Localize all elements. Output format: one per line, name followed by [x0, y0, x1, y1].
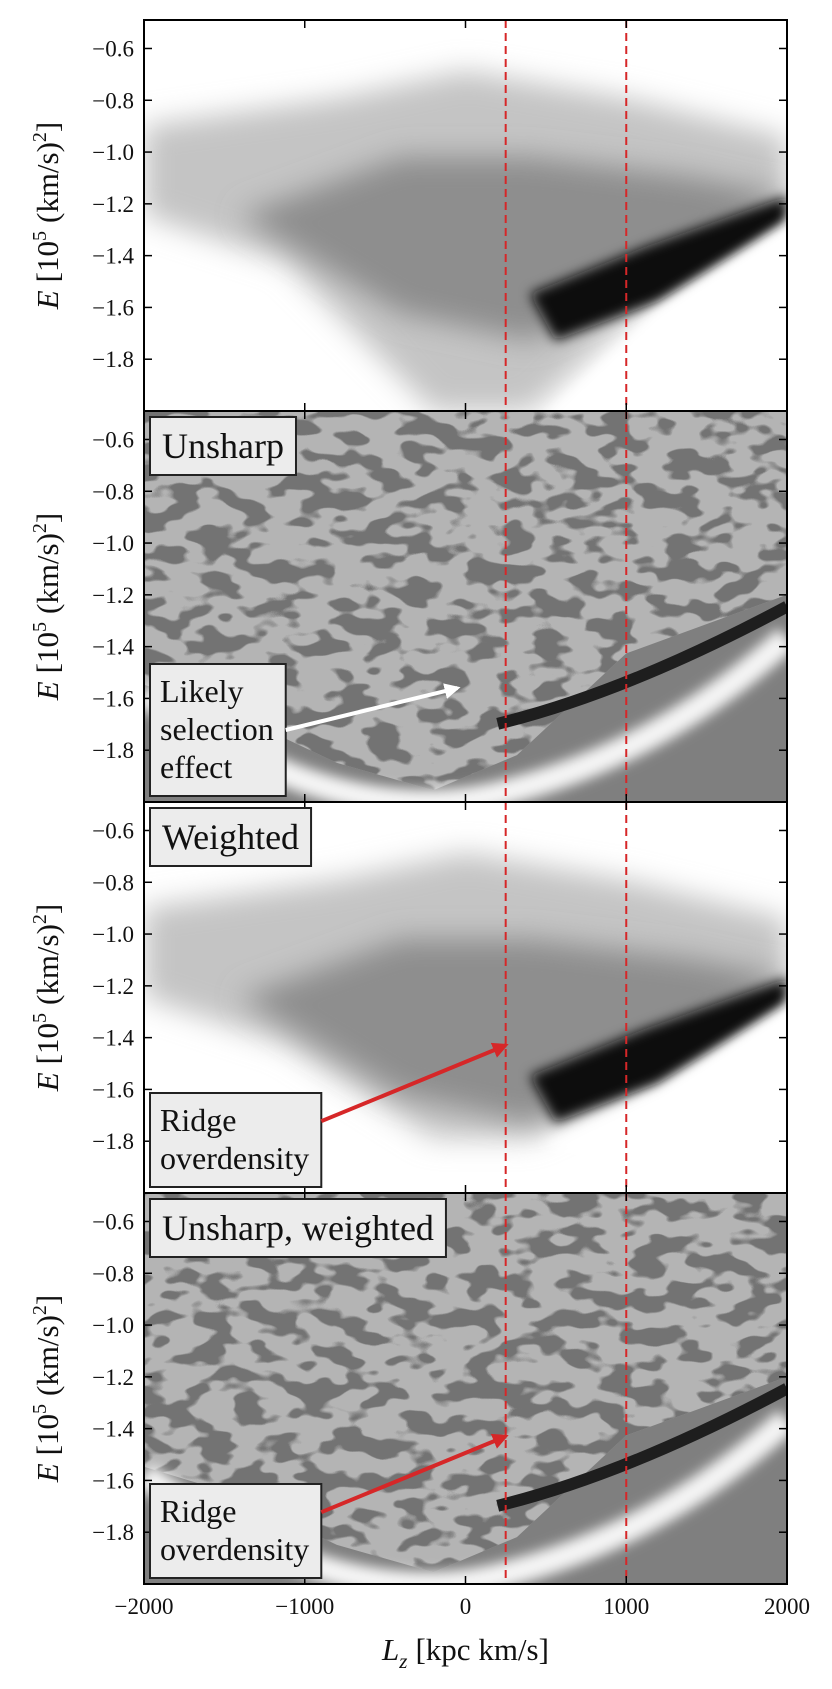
annotation-box [149, 1092, 323, 1188]
y-tick-label: −1.2 [92, 192, 134, 217]
annotation-text: Ridge [160, 1102, 236, 1138]
x-axis-label-part: z [398, 1649, 407, 1673]
dark-streak [496, 601, 787, 730]
y-tick-label: −1.2 [92, 1365, 134, 1390]
y-axis-label-part: E [30, 681, 65, 701]
annotation-text: overdensity [160, 1531, 309, 1567]
empty-region [542, 1005, 787, 1193]
y-axis-label-part: 5 [29, 622, 51, 632]
y-tick-label: −0.6 [92, 427, 134, 452]
y-axis-label-part: 5 [29, 1404, 51, 1414]
annotation-arrow [285, 683, 461, 732]
x-axis-label-part: L [381, 1632, 399, 1667]
y-tick-label: −1.4 [92, 1026, 134, 1051]
y-axis-label-part: E [30, 290, 65, 310]
x-tick-label: 1000 [603, 1594, 649, 1619]
x-axis-label: Lz [kpc km/s] [381, 1632, 549, 1673]
y-tick-label: −1.0 [92, 140, 134, 165]
y-axis-label-part: (km/s) [30, 533, 65, 614]
y-axis-label-part: ] [30, 122, 65, 132]
annotation-text: selection [160, 711, 274, 747]
x-tick-label: −2000 [115, 1594, 174, 1619]
y-tick-label: −1.0 [92, 531, 134, 556]
y-axis-label-part: 2 [29, 914, 51, 924]
axes-frame [143, 1192, 788, 1585]
x-tick-label: −1000 [275, 1594, 334, 1619]
y-tick-label: −1.2 [92, 974, 134, 999]
y-tick-label: −1.4 [92, 244, 134, 269]
y-axis-label-part: [10 [30, 632, 65, 673]
y-tick-label: −0.8 [92, 88, 134, 113]
y-axis-label-part: [10 [30, 1023, 65, 1064]
x-tick-label: 2000 [764, 1594, 810, 1619]
dark-streak [496, 1383, 787, 1512]
y-tick-label: −0.8 [92, 479, 134, 504]
annotation-text: Ridge [160, 1493, 236, 1529]
empty-region [550, 223, 787, 411]
y-axis-label-part: (km/s) [30, 1315, 65, 1396]
y-axis-label-part: [10 [30, 241, 65, 282]
density-band [529, 196, 787, 341]
annotation-box [149, 663, 287, 797]
panel-title: Unsharp, weighted [162, 1208, 434, 1248]
x-tick-label: 0 [460, 1594, 472, 1619]
annotation-arrow [320, 1042, 509, 1124]
y-tick-label: −0.8 [92, 870, 134, 895]
annotation-text: effect [160, 749, 232, 785]
y-tick-label: −1.6 [92, 686, 134, 711]
title-box [149, 416, 297, 476]
panel-title: Unsharp [162, 426, 284, 466]
y-axis-label: E [105 (km/s)2] [29, 122, 65, 311]
y-tick-label: −1.6 [92, 1077, 134, 1102]
y-axis-label-part: ] [30, 1295, 65, 1305]
y-axis-label-part: E [30, 1072, 65, 1092]
annotation-arrow [320, 1433, 509, 1515]
y-axis-label-part: E [30, 1463, 65, 1483]
y-tick-label: −1.4 [92, 635, 134, 660]
density-core [240, 938, 787, 1123]
annotation-box [149, 1483, 323, 1579]
heatmap [144, 1193, 787, 1584]
y-axis-label-part: 5 [29, 231, 51, 241]
y-tick-label: −1.2 [92, 583, 134, 608]
y-tick-label: −0.6 [92, 1209, 134, 1234]
heatmap [144, 20, 787, 411]
y-axis-label-part: 2 [29, 523, 51, 533]
y-axis-label: E [105 (km/s)2] [29, 513, 65, 702]
y-axis-label-part: [10 [30, 1414, 65, 1455]
y-tick-label: −1.6 [92, 295, 134, 320]
y-axis-label-part: (km/s) [30, 924, 65, 1005]
y-axis-label: E [105 (km/s)2] [29, 904, 65, 1093]
y-tick-label: −1.0 [92, 922, 134, 947]
title-box [149, 807, 313, 867]
x-axis-label-part: [kpc km/s] [415, 1632, 548, 1667]
y-tick-label: −1.0 [92, 1313, 134, 1338]
y-tick-label: −0.8 [92, 1261, 134, 1286]
y-axis-label-part: 5 [29, 1013, 51, 1023]
annotation-text: overdensity [160, 1140, 309, 1176]
y-axis-label-part: ] [30, 904, 65, 914]
y-axis-label-part: 2 [29, 1305, 51, 1315]
y-tick-label: −1.4 [92, 1417, 134, 1442]
y-tick-label: −1.8 [92, 738, 134, 763]
title-box [149, 1198, 447, 1258]
y-tick-label: −1.8 [92, 347, 134, 372]
y-axis-label-part: (km/s) [30, 142, 65, 223]
y-tick-label: −0.6 [92, 818, 134, 843]
density-band [529, 978, 787, 1123]
y-tick-label: −1.8 [92, 1129, 134, 1154]
panel-title: Weighted [162, 817, 299, 857]
y-axis-label-part: ] [30, 513, 65, 523]
y-axis-label-part: 2 [29, 132, 51, 142]
y-tick-label: −0.6 [92, 36, 134, 61]
y-tick-label: −1.8 [92, 1520, 134, 1545]
y-axis-label: E [105 (km/s)2] [29, 1295, 65, 1484]
annotation-text: Likely [160, 673, 244, 709]
density-core [240, 156, 787, 341]
y-tick-label: −1.6 [92, 1468, 134, 1493]
